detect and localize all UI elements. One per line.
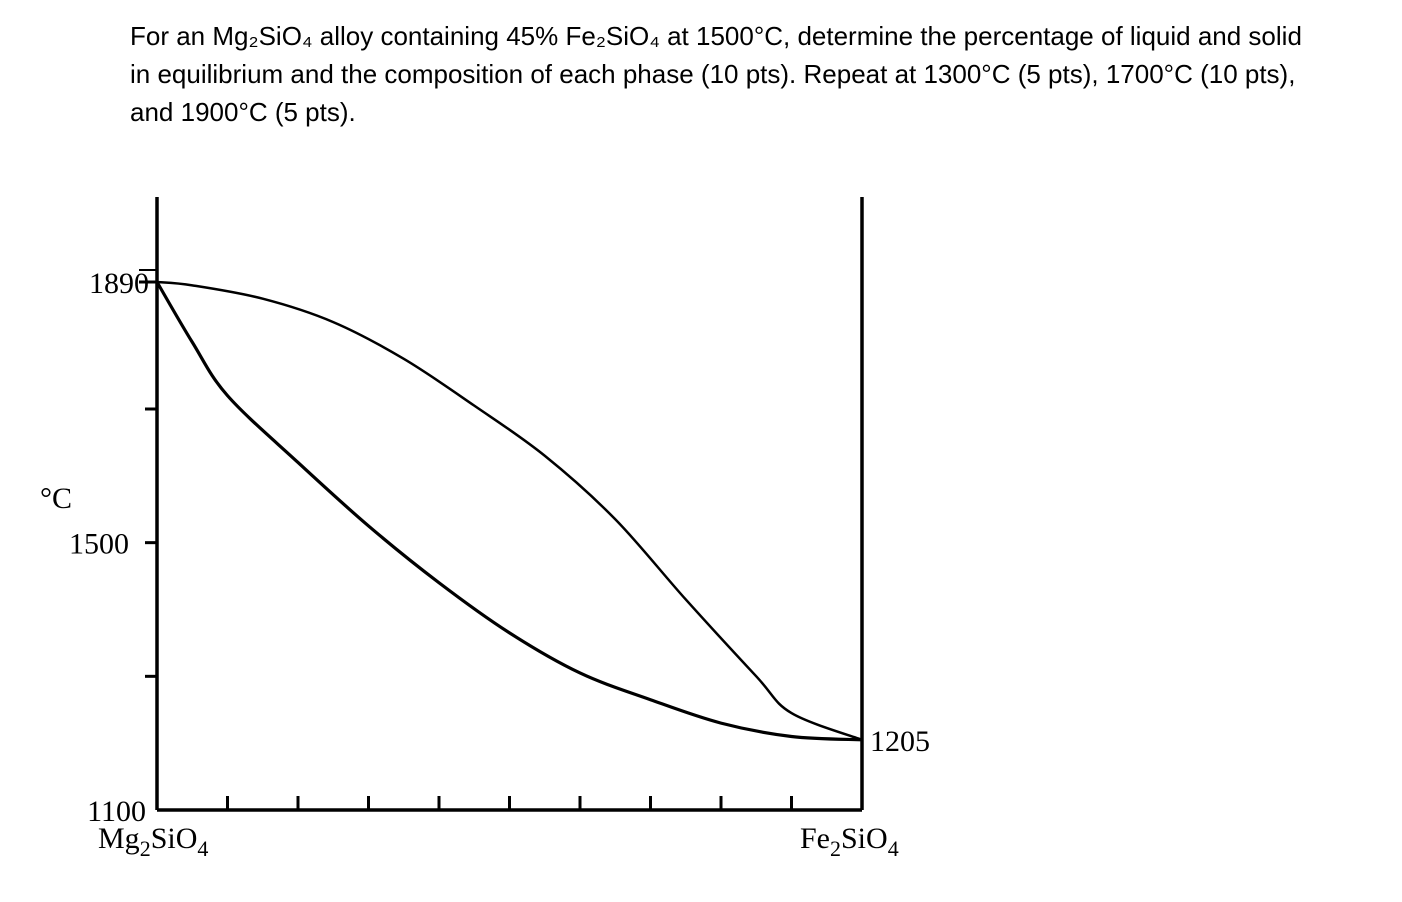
problem-statement: For an Mg₂SiO₄ alloy containing 45% Fe₂S…: [130, 21, 1302, 127]
x-label-left-composition: Mg2SiO4: [98, 822, 208, 861]
right-temperature-label: 1205: [870, 725, 930, 758]
x-label-left-composition-text: SiO: [151, 822, 198, 855]
x-label-left-composition-subscript: 4: [197, 836, 208, 861]
x-label-left-composition-subscript: 2: [140, 836, 151, 861]
y-tick-label-1890: 1890: [89, 267, 149, 300]
y-axis-label: °C: [40, 482, 72, 515]
x-label-right-composition: Fe2SiO4: [800, 822, 899, 861]
ticks-layer: [139, 269, 793, 810]
y-tick-label-1100: 1100: [87, 795, 146, 828]
x-label-right-composition-text: Fe: [800, 822, 830, 855]
phase-curve-2: [155, 281, 863, 742]
y-tick-label-1500: 1500: [69, 528, 129, 561]
x-label-right-composition-subscript: 2: [830, 836, 841, 861]
x-label-right-composition-subscript: 4: [888, 836, 899, 861]
curves-layer: [155, 280, 863, 742]
x-label-right-composition-text: SiO: [841, 822, 888, 855]
axes-layer: [155, 197, 864, 812]
phase-curve-1: [156, 280, 863, 741]
x-label-left-composition-text: Mg: [98, 822, 140, 855]
